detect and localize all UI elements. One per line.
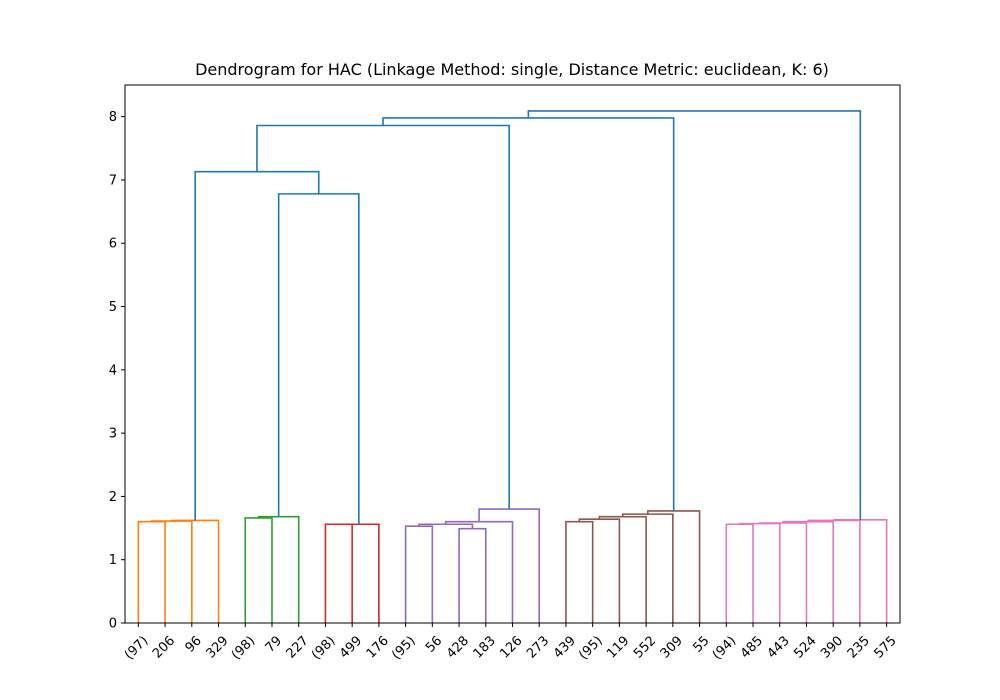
y-tick-label: 0: [109, 617, 117, 632]
y-axis-ticks: 0 1 2 3 4 5 6 7 8: [109, 110, 125, 632]
merge-link: [277, 193, 360, 525]
leaf-label: 273: [524, 633, 552, 661]
leaf-label: 428: [444, 633, 472, 661]
cluster-link: [565, 520, 594, 623]
cluster-link: [338, 523, 380, 623]
merge-link: [527, 110, 862, 520]
cluster-link: [782, 520, 834, 623]
y-tick-label: 8: [109, 110, 117, 125]
cluster-link: [244, 517, 273, 623]
cluster-link: [646, 510, 701, 623]
plot-area-frame: [124, 84, 901, 624]
leaf-label: 499: [337, 633, 365, 661]
leaf-label: 183: [471, 633, 499, 661]
dendrogram-links: [137, 110, 888, 623]
leaf-label: 443: [765, 633, 793, 661]
cluster-link: [458, 527, 487, 623]
leaf-label: (97): [122, 633, 151, 662]
leaf-label: 439: [551, 633, 579, 661]
y-tick-label: 7: [109, 173, 117, 188]
chart-title: Dendrogram for HAC (Linkage Method: sing…: [195, 60, 829, 79]
leaf-label: (94): [710, 633, 739, 662]
y-tick-label: 6: [109, 237, 117, 252]
cluster-link: [725, 523, 754, 623]
cluster-link: [578, 518, 621, 623]
cluster-link: [150, 520, 193, 623]
cluster-link: [404, 525, 434, 623]
cluster-link: [833, 519, 888, 623]
cluster-link: [598, 515, 647, 623]
y-tick-label: 2: [109, 490, 117, 505]
y-tick-label: 4: [109, 363, 117, 378]
leaf-label: 552: [631, 633, 659, 661]
merge-link: [194, 170, 320, 521]
cluster-link: [137, 520, 166, 623]
cluster-link: [738, 522, 781, 623]
leaf-label: 390: [818, 633, 846, 661]
leaf-label: 329: [203, 633, 231, 661]
cluster-link: [621, 513, 674, 623]
leaf-label: 206: [150, 633, 178, 661]
cluster-link: [444, 520, 514, 623]
leaf-label: (98): [229, 633, 258, 662]
leaf-label: 79: [263, 633, 285, 655]
leaf-label: 119: [604, 633, 632, 661]
cluster-link: [170, 519, 220, 623]
leaf-label: 126: [497, 633, 525, 661]
leaf-label: 235: [845, 633, 873, 661]
cluster-link: [324, 523, 353, 623]
leaf-label: 176: [364, 633, 392, 661]
merge-link: [256, 124, 510, 510]
leaf-label: 96: [183, 633, 205, 655]
leaf-label: 575: [872, 633, 900, 661]
y-tick-label: 1: [109, 553, 117, 568]
leaf-label: (95): [576, 633, 605, 662]
leaf-label: 485: [738, 633, 766, 661]
y-tick-label: 5: [109, 300, 117, 315]
cluster-link: [807, 519, 861, 623]
leaf-label: 227: [284, 633, 312, 661]
y-tick-label: 3: [109, 427, 117, 442]
cluster-link: [478, 508, 541, 623]
leaf-label: 56: [423, 633, 445, 655]
cluster-link: [257, 515, 300, 623]
leaf-label: (95): [389, 633, 418, 662]
leaf-label: 309: [658, 633, 686, 661]
leaf-label: (98): [309, 633, 338, 662]
merge-link: [382, 117, 675, 511]
cluster-link: [758, 522, 808, 623]
leaf-label: 524: [791, 633, 819, 661]
